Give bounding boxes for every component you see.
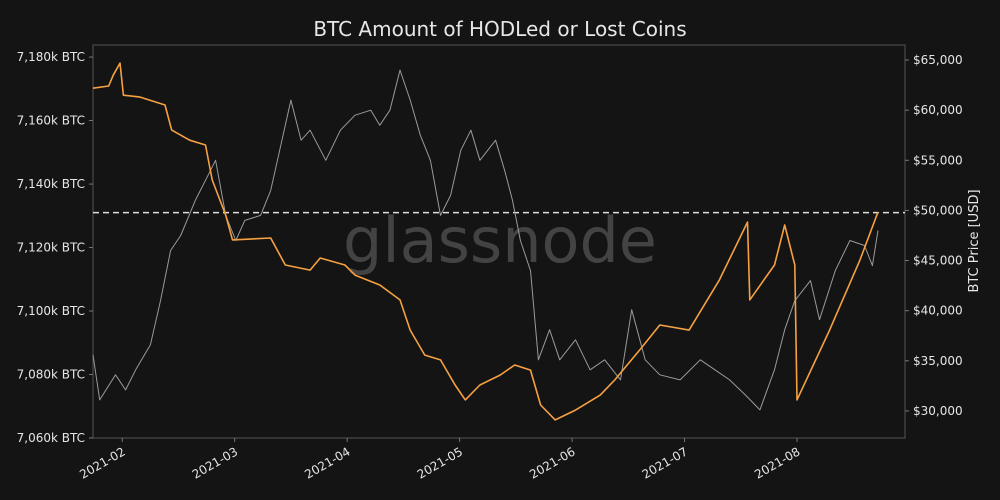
y2-tick-label: $50,000 [913,203,963,217]
chart-title: BTC Amount of HODLed or Lost Coins [313,17,686,41]
y-tick-label: 7,160k BTC [17,114,85,128]
y2-tick-label: $40,000 [913,304,963,318]
y2-tick-label: $60,000 [913,103,963,117]
watermark: glassnode [343,204,657,277]
y2-tick-label: $45,000 [913,254,963,268]
y-tick-label: 7,140k BTC [17,177,85,191]
y-tick-label: 7,100k BTC [17,304,85,318]
plot-frame [92,44,906,439]
series-line [92,69,879,411]
y2-tick-label: $55,000 [913,153,963,167]
y-tick-label: 7,080k BTC [17,368,85,382]
y-tick-label: 7,120k BTC [17,241,85,255]
y2-tick-label: $35,000 [913,354,963,368]
y2-tick-label: $65,000 [913,53,963,67]
y2-tick-label: $30,000 [913,404,963,418]
y2-axis-label: BTC Price [USD] [967,189,982,292]
y-tick-label: 7,180k BTC [17,50,85,64]
y-tick-label: 7,060k BTC [17,431,85,445]
series-line [92,62,879,421]
